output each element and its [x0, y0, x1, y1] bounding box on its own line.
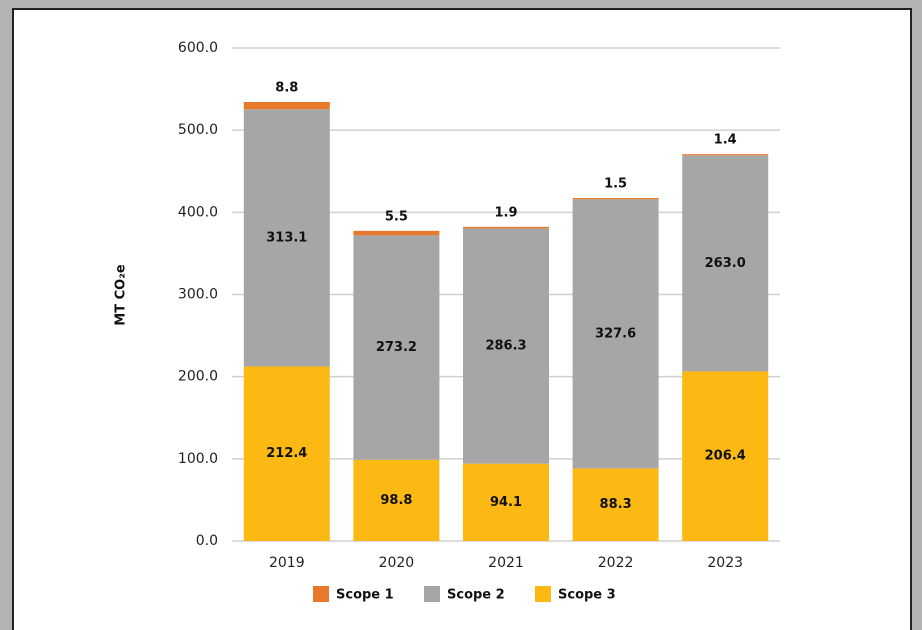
value-label: 8.8 — [275, 80, 298, 95]
y-tick-label: 600.0 — [178, 40, 218, 56]
y-tick-label: 0.0 — [196, 533, 218, 549]
legend-swatch — [313, 586, 329, 602]
x-tick-label: 2021 — [488, 555, 524, 571]
value-label: 313.1 — [266, 230, 307, 245]
bar-segment — [353, 459, 440, 541]
value-label: 273.2 — [376, 340, 417, 355]
y-tick-label: 100.0 — [178, 451, 218, 467]
bar-segment — [243, 101, 330, 110]
value-label: 98.8 — [380, 493, 412, 508]
value-label: 88.3 — [600, 497, 632, 512]
value-label: 263.0 — [705, 256, 746, 271]
x-tick-label: 2020 — [379, 555, 415, 571]
bar-segment — [243, 109, 330, 367]
legend-swatch — [535, 586, 551, 602]
y-tick-label: 500.0 — [178, 122, 218, 138]
value-label: 206.4 — [705, 449, 746, 464]
y-tick-label: 200.0 — [178, 369, 218, 385]
legend-swatch — [424, 586, 440, 602]
value-label: 286.3 — [485, 339, 526, 354]
x-tick-label: 2019 — [269, 555, 305, 571]
x-tick-label: 2023 — [707, 555, 743, 571]
value-label: 1.9 — [494, 205, 517, 220]
value-label: 1.4 — [714, 133, 737, 148]
legend-label: Scope 3 — [558, 588, 616, 603]
x-tick-label: 2022 — [598, 555, 634, 571]
bar-segment — [353, 235, 440, 460]
value-label: 327.6 — [595, 326, 636, 341]
value-label: 5.5 — [385, 209, 408, 224]
y-tick-label: 400.0 — [178, 204, 218, 220]
value-label: 1.5 — [604, 177, 627, 192]
bar-segment — [682, 371, 769, 541]
value-label: 94.1 — [490, 495, 522, 510]
bar-segment — [243, 366, 330, 541]
bar-segment — [463, 226, 549, 229]
y-tick-label: 300.0 — [178, 287, 218, 303]
bar-segment — [463, 463, 549, 541]
value-label: 212.4 — [266, 446, 307, 461]
bar-segment — [682, 155, 769, 372]
bar-segment — [572, 198, 659, 200]
bar-segment — [682, 154, 769, 156]
y-axis-label: MT CO₂e — [114, 264, 129, 326]
legend-label: Scope 2 — [447, 588, 505, 603]
bar-segment — [572, 199, 659, 469]
bar-segment — [572, 468, 659, 541]
bar-segment — [353, 230, 440, 236]
bar-segment — [463, 228, 549, 464]
legend-label: Scope 1 — [336, 588, 394, 603]
